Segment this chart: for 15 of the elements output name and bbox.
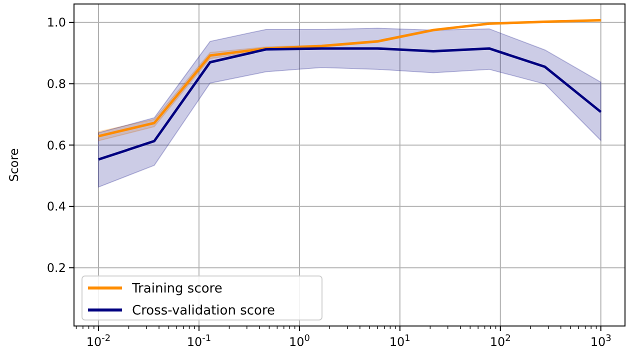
y-axis-title: Score bbox=[7, 148, 21, 182]
legend-label: Cross-validation score bbox=[132, 304, 276, 319]
y-tick-label: 1.0 bbox=[46, 16, 66, 30]
legend-label: Training score bbox=[131, 282, 222, 297]
x-tick-label: 10$^{2}$ bbox=[490, 334, 511, 349]
x-tick-label: 10$^{-1}$ bbox=[186, 334, 212, 349]
x-tick-label: 10$^{-2}$ bbox=[86, 334, 111, 349]
y-tick-label: 0.8 bbox=[46, 76, 66, 91]
x-tick-label: 10$^{1}$ bbox=[389, 334, 410, 349]
x-tick-label: 10$^{3}$ bbox=[590, 334, 612, 349]
y-tick-label: 0.6 bbox=[46, 138, 66, 152]
y-tick-label: 0.4 bbox=[46, 200, 66, 214]
x-tick-label: 10$^{0}$ bbox=[288, 334, 310, 349]
line-series bbox=[97, 47, 602, 161]
y-tick-label: 0.2 bbox=[46, 260, 66, 275]
